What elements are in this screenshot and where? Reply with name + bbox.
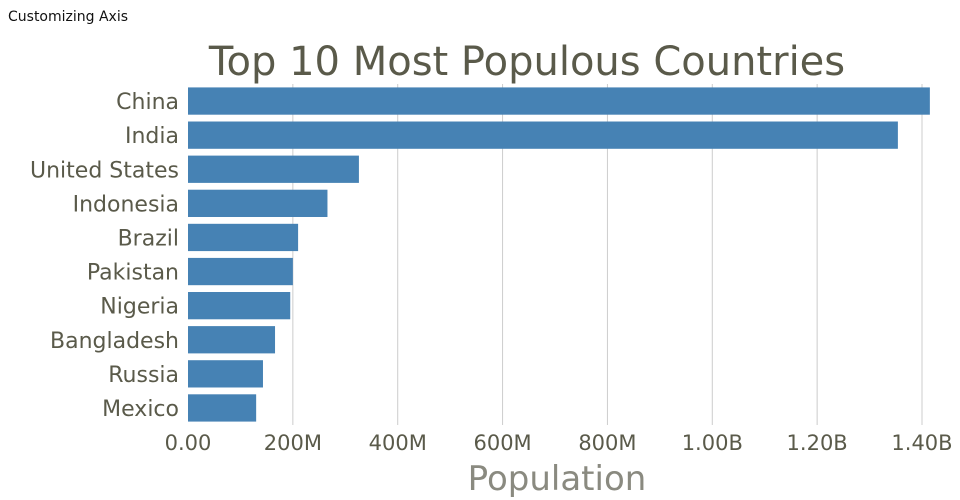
- bar-russia: [188, 360, 263, 388]
- page-caption: Customizing Axis: [8, 9, 129, 25]
- category-label: China: [116, 90, 179, 115]
- category-label: Indonesia: [73, 192, 179, 217]
- chart-title: Top 10 Most Populous Countries: [208, 39, 845, 85]
- x-tick-label: 0.00: [165, 431, 212, 455]
- category-label: Mexico: [102, 397, 179, 422]
- x-axis-title: Population: [468, 459, 647, 499]
- category-label: Bangladesh: [50, 329, 179, 354]
- bar-china: [188, 87, 930, 115]
- x-tick-labels: 0.00 200M 400M 600M 800M 1.00B 1.20B 1.40B: [165, 431, 953, 455]
- bar-mexico: [188, 394, 257, 422]
- bar-india: [188, 121, 898, 149]
- category-label: Brazil: [118, 226, 179, 251]
- category-label: Russia: [108, 363, 179, 388]
- x-tick-label: 1.20B: [787, 431, 848, 455]
- category-label: Pakistan: [87, 261, 179, 286]
- x-tick-label: 800M: [578, 431, 636, 455]
- x-tick-label: 1.00B: [682, 431, 743, 455]
- bar-bangladesh: [188, 326, 276, 354]
- bar-nigeria: [188, 292, 291, 320]
- x-tick-label: 1.40B: [891, 431, 952, 455]
- x-tick-label: 400M: [369, 431, 427, 455]
- category-label: United States: [30, 158, 179, 183]
- bar-united-states: [188, 155, 359, 183]
- bar-indonesia: [188, 189, 328, 217]
- bar-brazil: [188, 223, 299, 252]
- category-label: India: [125, 124, 179, 149]
- bar-pakistan: [188, 257, 293, 286]
- x-tick-label: 600M: [473, 431, 531, 455]
- gridlines: [292, 84, 923, 425]
- bars: [188, 87, 930, 422]
- category-label: Nigeria: [100, 295, 179, 320]
- x-tick-label: 200M: [264, 431, 322, 455]
- category-labels: China India United States Indonesia Brazil Pa…: [30, 90, 179, 422]
